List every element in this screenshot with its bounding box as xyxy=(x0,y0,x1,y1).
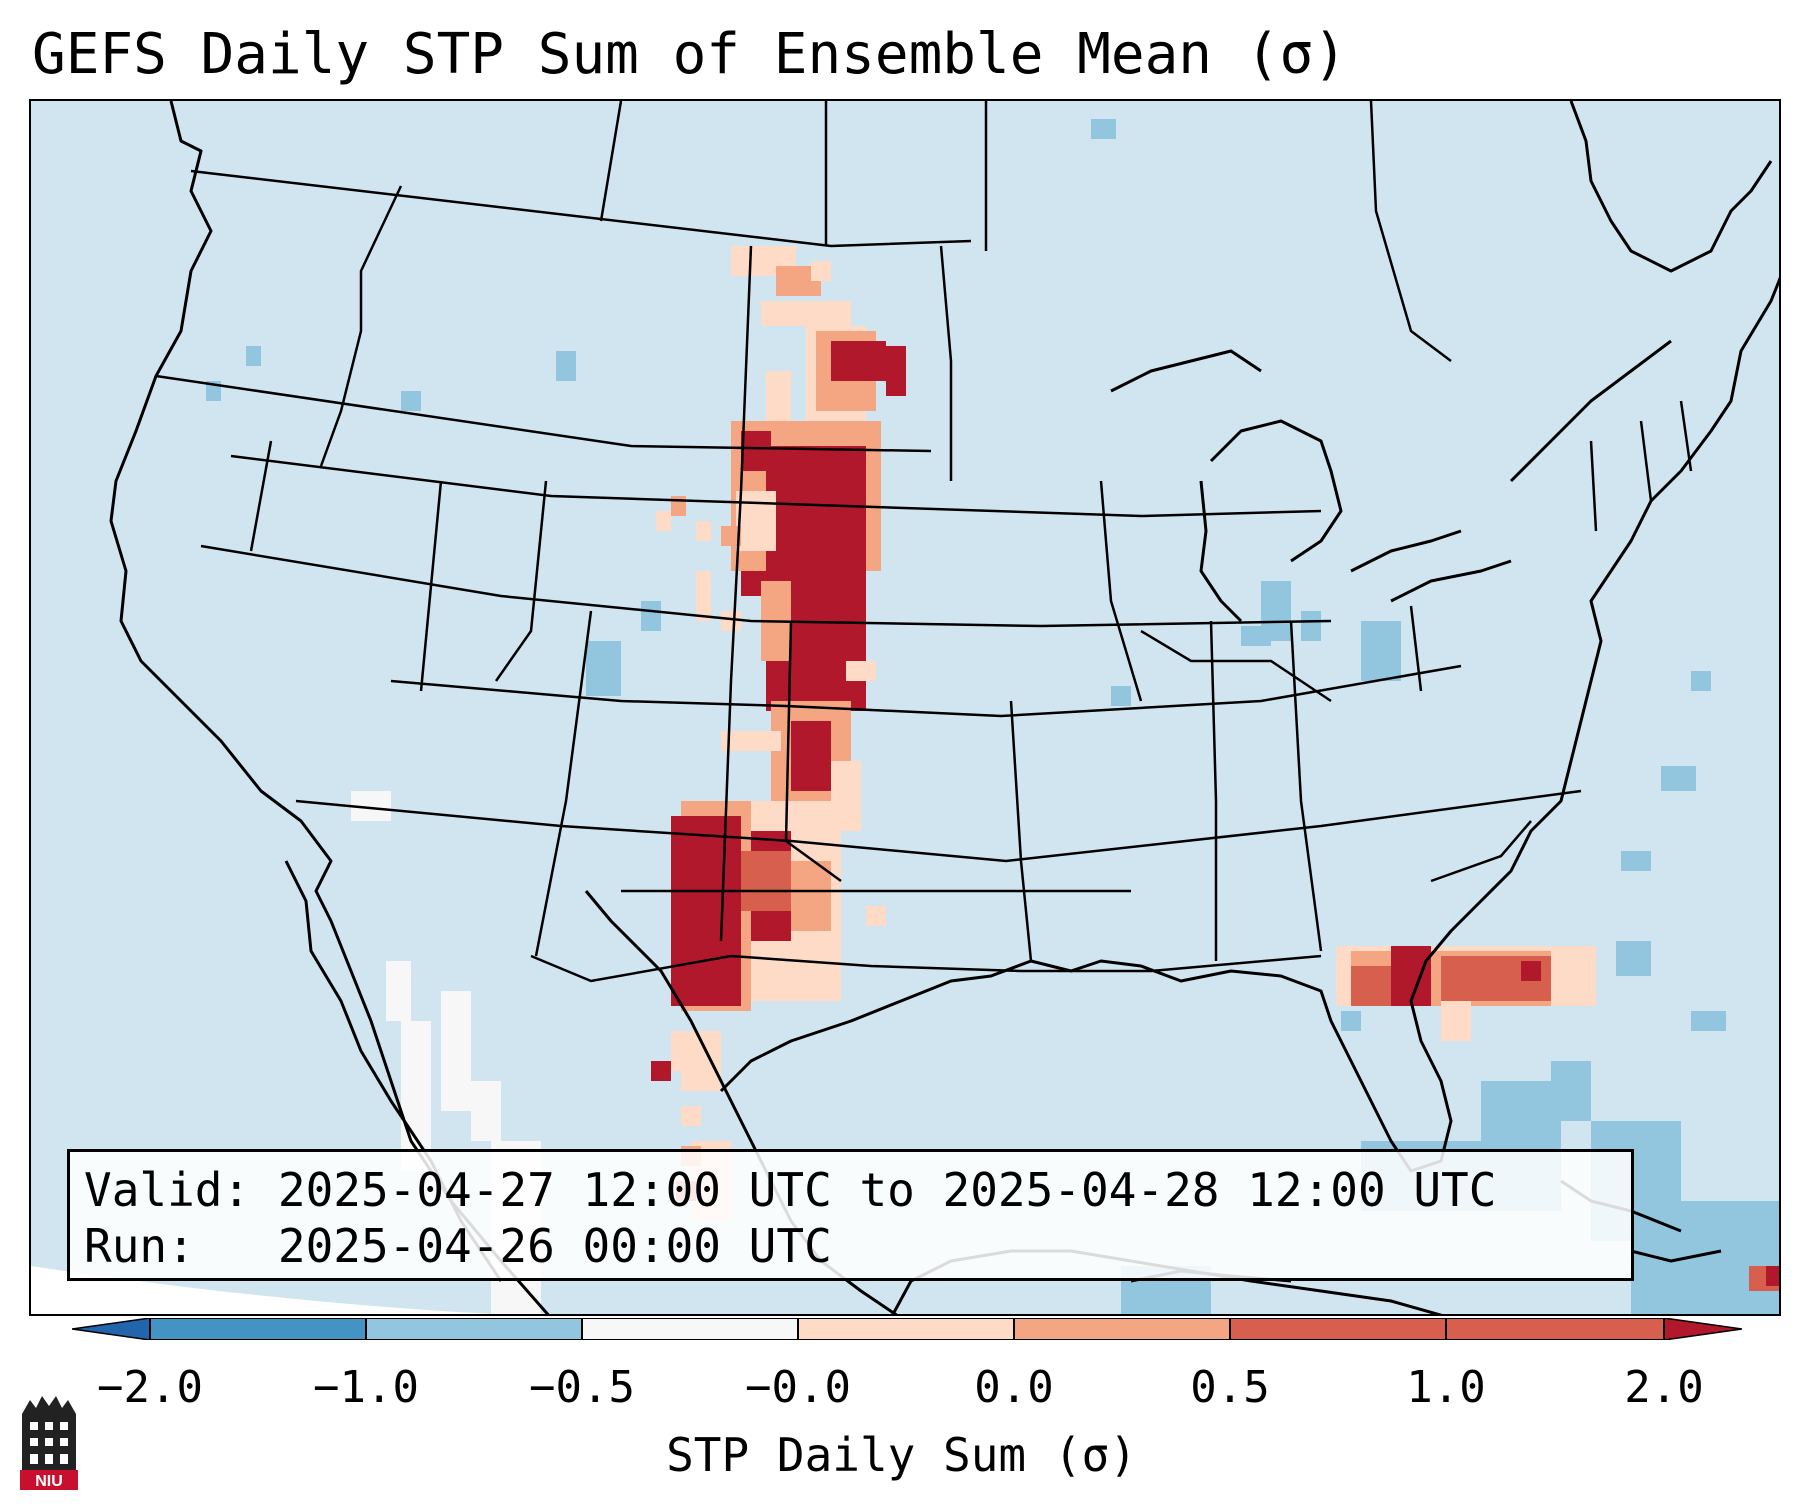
colorbar-bin-1 xyxy=(150,1318,366,1340)
run-time: 2025-04-26 00:00 UTC xyxy=(277,1219,832,1273)
colorbar-label: STP Daily Sum (σ) xyxy=(666,1428,1137,1482)
map-svg xyxy=(31,101,1779,1314)
anomaly-negative xyxy=(206,119,1779,1314)
colorbar-bin-7 xyxy=(1446,1318,1664,1340)
niu-logo: NIU xyxy=(20,1396,78,1490)
colorbar-tick-label: 0.0 xyxy=(974,1362,1054,1413)
colorbar-bin-3 xyxy=(582,1318,798,1340)
map-panel xyxy=(29,99,1781,1316)
colorbar-tick-label: 1.0 xyxy=(1406,1362,1486,1413)
projection-edge xyxy=(31,1266,492,1314)
run-label: Run: xyxy=(84,1219,195,1273)
logo-text: NIU xyxy=(35,1473,63,1490)
validity-info-box: Valid: 2025-04-27 12:00 UTC to 2025-04-2… xyxy=(67,1149,1634,1281)
colorbar-tick-label: −2.0 xyxy=(97,1362,203,1413)
state-borders xyxy=(155,101,1693,983)
colorbar-bin-6 xyxy=(1230,1318,1446,1340)
colorbar-tick-label: −1.0 xyxy=(313,1362,419,1413)
colorbar-tick-label: 2.0 xyxy=(1624,1362,1704,1413)
colorbar-extend-low xyxy=(72,1318,151,1340)
colorbar xyxy=(72,1318,1742,1340)
colorbar-tick-label: −0.5 xyxy=(529,1362,635,1413)
anomaly-southeast-coast xyxy=(1336,946,1596,1041)
valid-label: Valid: xyxy=(84,1163,251,1217)
valid-time-range: 2025-04-27 12:00 UTC to 2025-04-28 12:00… xyxy=(277,1163,1497,1217)
university-building-icon xyxy=(22,1396,76,1470)
colorbar-bin-5 xyxy=(1014,1318,1230,1340)
colorbar-tick-label: −0.0 xyxy=(745,1362,851,1413)
chart-title: GEFS Daily STP Sum of Ensemble Mean (σ) xyxy=(32,22,1347,87)
colorbar-bin-2 xyxy=(366,1318,582,1340)
anomaly-northern-plains xyxy=(656,246,906,841)
colorbar-extend-high xyxy=(1663,1318,1742,1340)
colorbar-tick-label: 0.5 xyxy=(1190,1362,1270,1413)
colorbar-bin-4 xyxy=(798,1318,1014,1340)
